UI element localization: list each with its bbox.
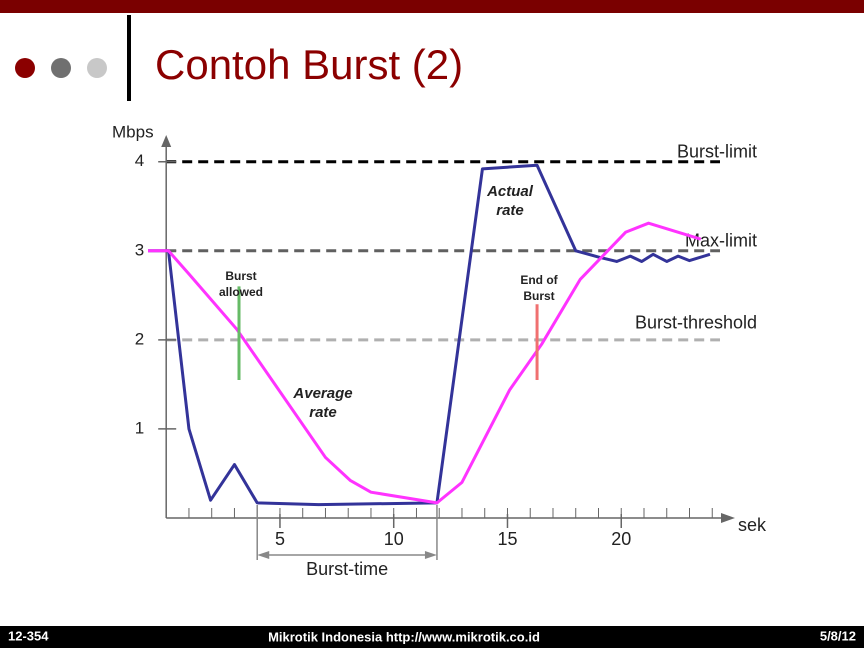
series-label: rate xyxy=(496,202,524,219)
marker-label: End of xyxy=(520,273,558,287)
reference-label: Burst-limit xyxy=(677,141,757,161)
y-tick-label: 2 xyxy=(135,329,144,348)
y-axis-label: Mbps xyxy=(112,122,154,141)
series-line xyxy=(148,221,702,505)
y-tick-label: 4 xyxy=(135,151,144,170)
footer-right: 5/8/12 xyxy=(820,628,856,643)
series-label: Actual xyxy=(486,183,534,200)
footer-bar xyxy=(0,626,864,648)
series-label: rate xyxy=(309,404,337,421)
series-line xyxy=(148,163,711,507)
y-tick-label: 1 xyxy=(135,418,144,437)
dot xyxy=(15,58,35,78)
footer-center: Mikrotik Indonesia http://www.mikrotik.c… xyxy=(268,629,540,644)
series-label: Average xyxy=(292,385,352,402)
chart: Burst-limit Max-limit Burst-threshold Mbps s… xyxy=(112,122,767,578)
marker-label: Burst xyxy=(523,289,554,303)
reference-label: Max-limit xyxy=(685,231,757,251)
bracket-label: Burst-time xyxy=(306,559,388,579)
x-axis-arrow xyxy=(721,513,735,523)
x-axis-label: sek xyxy=(738,515,767,535)
dot xyxy=(87,58,107,78)
y-axis-arrow xyxy=(161,135,172,147)
marker-label: Burst xyxy=(225,269,256,283)
x-tick-label: 10 xyxy=(384,529,404,549)
title-divider xyxy=(127,15,131,101)
dot xyxy=(51,58,71,78)
marker-label: allowed xyxy=(219,285,263,299)
x-tick-label: 5 xyxy=(275,529,285,549)
bracket-arrow xyxy=(424,551,437,559)
footer-left: 12-354 xyxy=(8,628,49,643)
x-tick-label: 20 xyxy=(611,529,631,549)
y-tick-label: 3 xyxy=(135,240,144,259)
slide-title: Contoh Burst (2) xyxy=(155,41,463,88)
bracket-arrow xyxy=(257,551,270,559)
x-tick-label: 15 xyxy=(497,529,517,549)
reference-label: Burst-threshold xyxy=(635,313,757,333)
top-bar xyxy=(0,0,864,13)
